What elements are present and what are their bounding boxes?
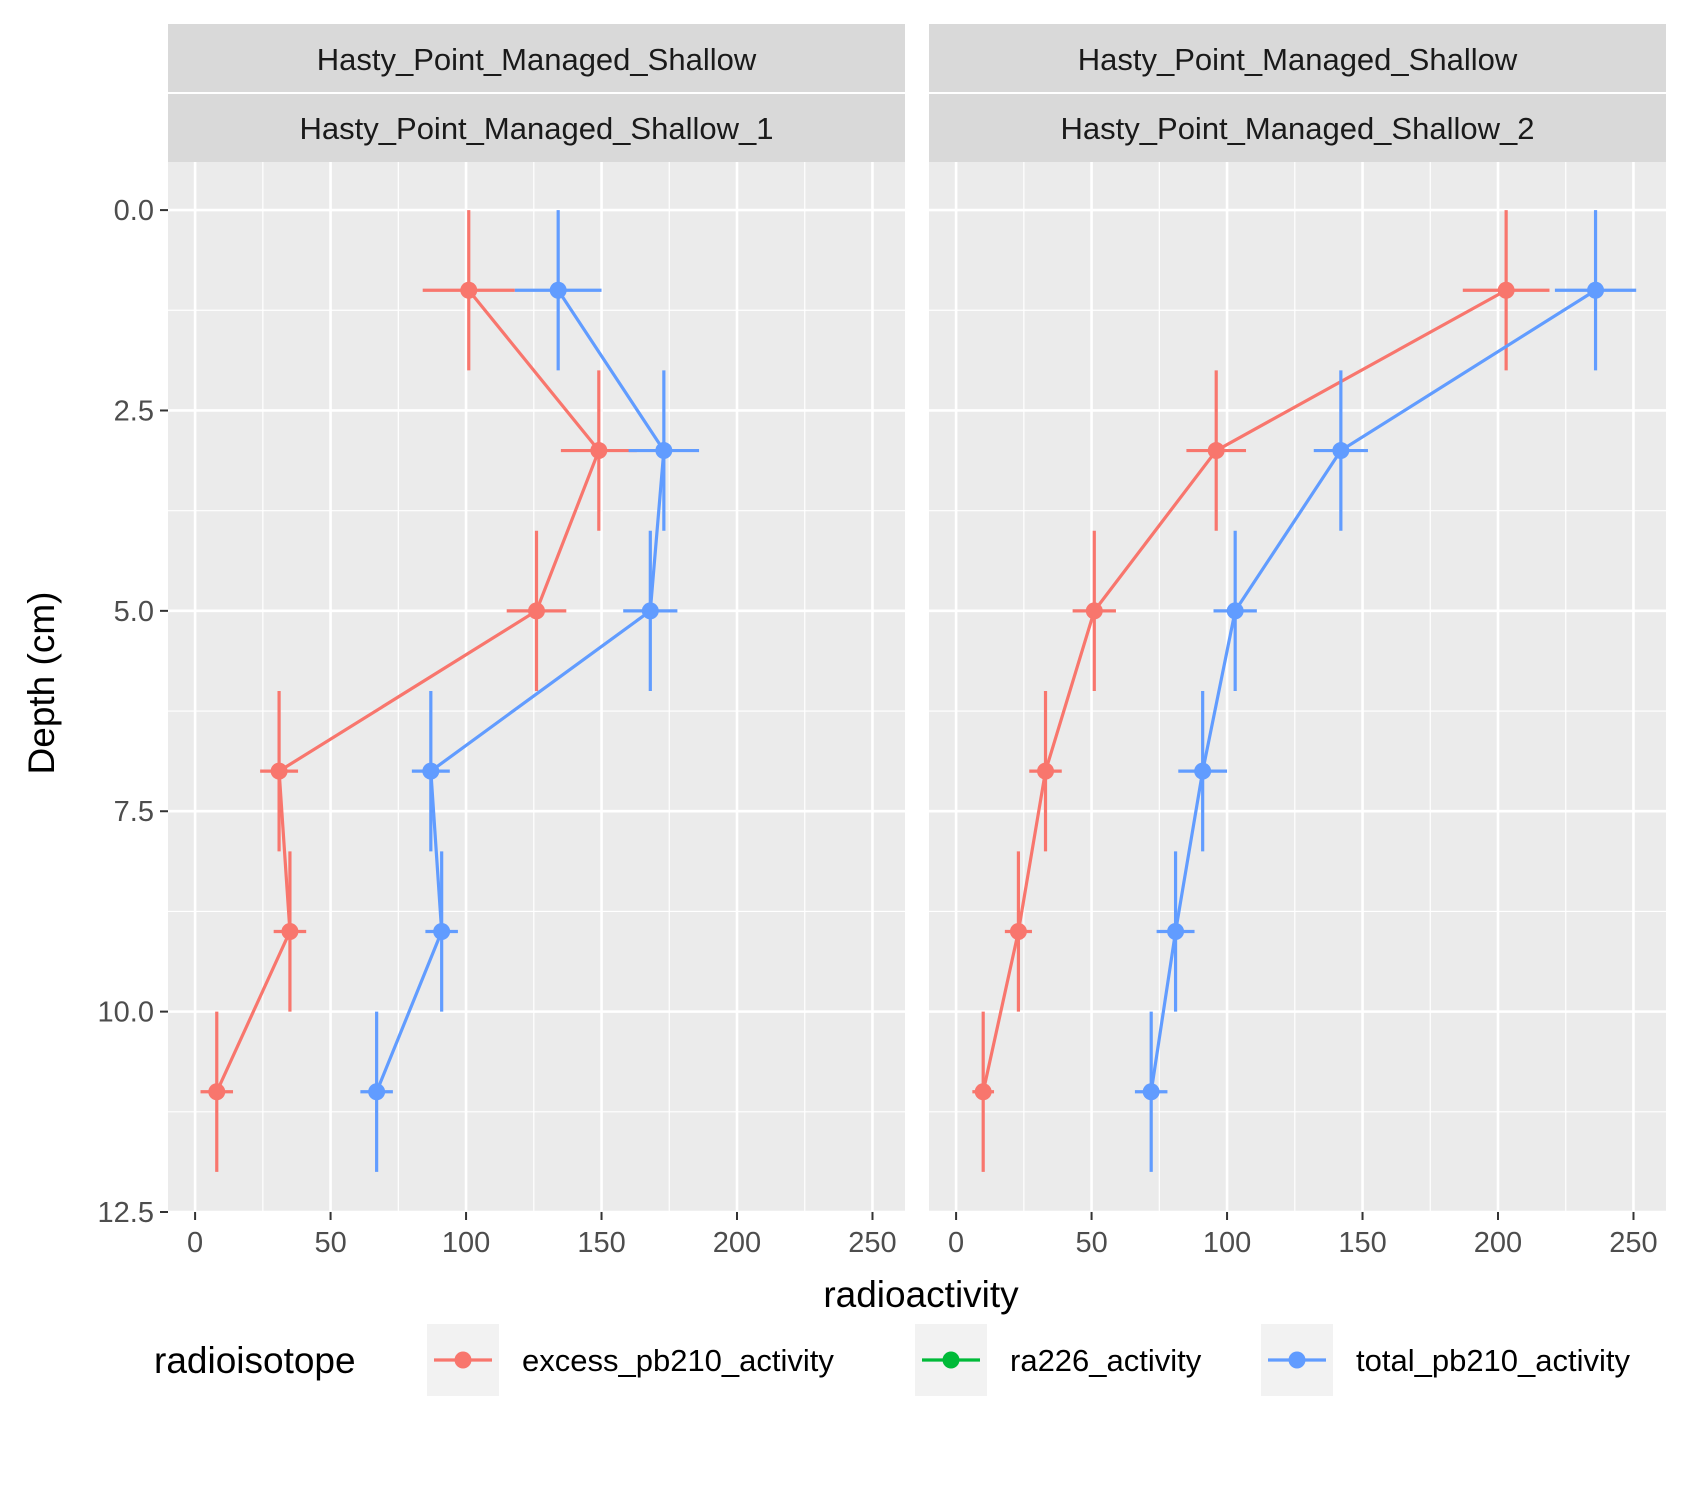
data-point [1009, 922, 1027, 940]
legend-key-point [942, 1351, 960, 1369]
data-point [528, 602, 545, 620]
legend-entry-label: excess_pb210_activity [522, 1343, 834, 1378]
data-point [1226, 602, 1244, 620]
data-point [1037, 762, 1055, 780]
data-point [433, 922, 451, 940]
facet-panel-1: Hasty_Point_Managed_Shallow Hasty_Point_M… [98, 24, 905, 1259]
facet-strip-top-label: Hasty_Point_Managed_Shallow [1078, 42, 1518, 77]
data-point [281, 922, 299, 940]
data-point [208, 1083, 226, 1101]
legend-entry-label: ra226_activity [1010, 1343, 1202, 1378]
panels: Hasty_Point_Managed_Shallow Hasty_Point_M… [98, 24, 1666, 1259]
y-tick-label: 2.5 [114, 395, 154, 427]
legend-entry-ra226_activity: ra226_activity [915, 1324, 1202, 1396]
legend-entry-total_pb210_activity: total_pb210_activity [1261, 1324, 1631, 1396]
y-axis-title: Depth (cm) [21, 592, 62, 775]
facet-strip-bottom-label: Hasty_Point_Managed_Shallow_1 [300, 111, 774, 146]
data-point [1587, 281, 1605, 299]
series-line [215, 289, 601, 1093]
series-line [375, 289, 666, 1093]
data-point [641, 602, 659, 620]
series-line [981, 288, 1507, 1093]
y-tick-label: 7.5 [114, 796, 154, 828]
data-point [655, 442, 673, 460]
legend-key-point [454, 1351, 472, 1369]
data-point [460, 281, 478, 299]
x-tick-label: 100 [442, 1227, 490, 1259]
x-tick-label: 250 [1609, 1227, 1657, 1259]
legend: radioisotope excess_pb210_activity ra226_… [154, 1324, 1631, 1396]
y-tick-label: 5.0 [114, 596, 154, 628]
y-tick-label: 10.0 [98, 997, 154, 1029]
x-tick-label: 200 [1474, 1227, 1522, 1259]
data-point [422, 762, 440, 780]
data-point [1142, 1083, 1160, 1101]
legend-key-point [1288, 1351, 1306, 1369]
x-tick-label: 0 [948, 1227, 964, 1259]
facet-strip-bottom-label: Hasty_Point_Managed_Shallow_2 [1061, 111, 1535, 146]
legend-entry-label: total_pb210_activity [1356, 1343, 1631, 1378]
data-point [1332, 442, 1350, 460]
x-tick-label: 150 [577, 1227, 625, 1259]
series-total_pb210_activity [1134, 210, 1637, 1172]
series-total_pb210_activity [360, 210, 700, 1172]
data-point [1194, 762, 1212, 780]
data-point [590, 442, 608, 460]
data-point [974, 1083, 992, 1101]
y-tick-label: 12.5 [98, 1197, 154, 1229]
series-excess_pb210_activity [972, 210, 1550, 1172]
data-point [1207, 442, 1225, 460]
legend-title: radioisotope [154, 1340, 356, 1381]
facet-strip-top-label: Hasty_Point_Managed_Shallow [317, 42, 757, 77]
facet-panel-2: Hasty_Point_Managed_Shallow Hasty_Point_M… [929, 24, 1666, 1259]
x-tick-label: 50 [1075, 1227, 1107, 1259]
x-tick-label: 50 [314, 1227, 346, 1259]
data-point [270, 762, 288, 780]
data-point [1085, 602, 1103, 620]
series-excess_pb210_activity [200, 210, 637, 1172]
x-tick-label: 250 [848, 1227, 896, 1259]
x-tick-label: 150 [1338, 1227, 1386, 1259]
x-tick-label: 200 [713, 1227, 761, 1259]
data-point [1167, 922, 1185, 940]
data-point [1497, 281, 1515, 299]
data-point [549, 281, 567, 299]
y-tick-label: 0.0 [114, 195, 154, 227]
legend-entry-excess_pb210_activity: excess_pb210_activity [427, 1324, 834, 1396]
panel-background [929, 162, 1666, 1212]
x-axis-title: radioactivity [823, 1274, 1019, 1315]
series-line [1149, 288, 1597, 1093]
x-tick-label: 100 [1203, 1227, 1251, 1259]
x-tick-label: 0 [187, 1227, 203, 1259]
data-point [368, 1083, 386, 1101]
